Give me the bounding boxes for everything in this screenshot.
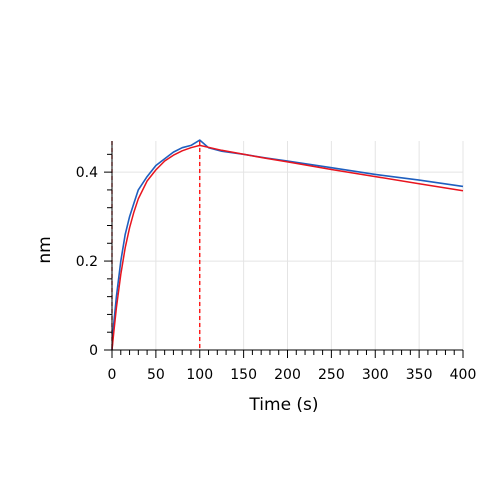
x-tick-label: 400 xyxy=(450,367,477,383)
y-tick-label: 0.4 xyxy=(76,165,98,181)
fitted-curve-line xyxy=(111,144,464,351)
x-tick-label: 0 xyxy=(108,367,117,383)
y-tick-label: 0.2 xyxy=(76,254,98,270)
tick-labels: 0 50 100 150 200 250 300 350 400 0 0.2 0.4 xyxy=(76,165,477,383)
grid xyxy=(112,141,464,350)
x-tick-label: 100 xyxy=(186,367,213,383)
x-tick-label: 50 xyxy=(147,367,165,383)
x-axis-title: Time (s) xyxy=(248,395,318,415)
series-lines xyxy=(111,139,464,351)
x-tick-label: 300 xyxy=(362,367,389,383)
x-tick-label: 350 xyxy=(406,367,433,383)
x-tick-label: 200 xyxy=(274,367,301,383)
y-axis-title: nm xyxy=(35,236,55,263)
x-tick-label: 250 xyxy=(318,367,345,383)
measured-response-line xyxy=(111,139,464,351)
axes xyxy=(104,141,464,358)
x-tick-label: 150 xyxy=(230,367,257,383)
y-tick-label: 0 xyxy=(89,343,98,359)
